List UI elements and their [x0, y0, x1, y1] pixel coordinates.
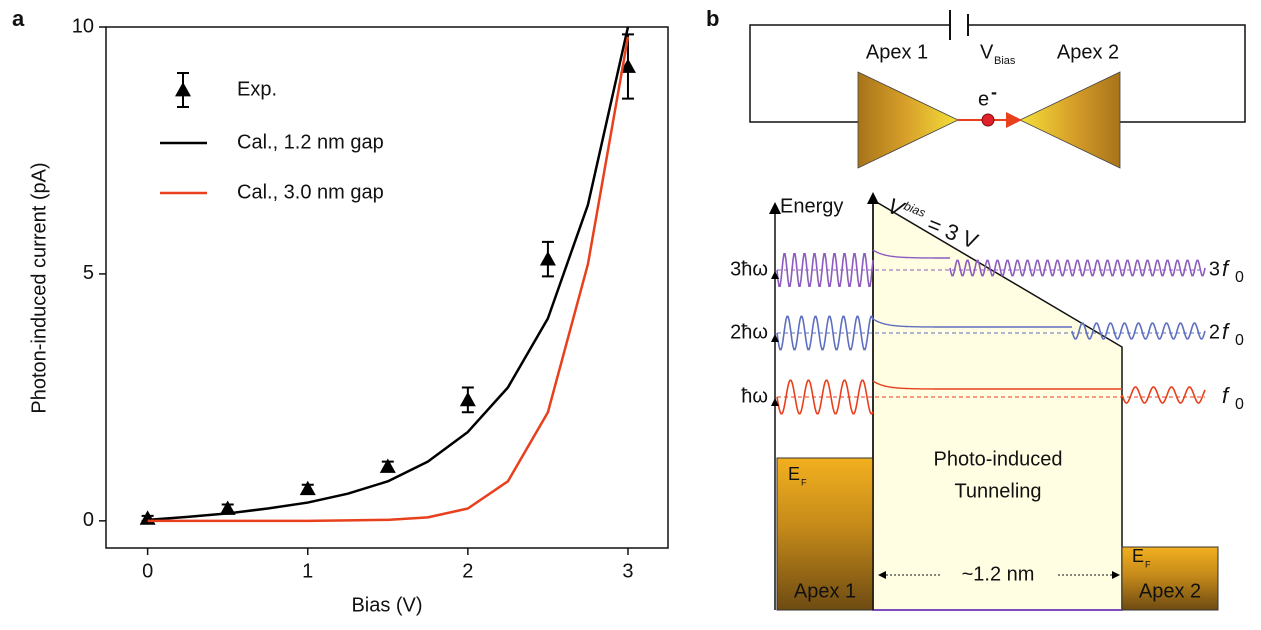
label: Photo-induced	[934, 448, 1063, 470]
level-label: 2ħω	[730, 321, 768, 343]
data-point	[299, 480, 316, 496]
label: E	[788, 464, 800, 484]
label: Energy	[780, 195, 843, 217]
line-series	[147, 26, 630, 522]
apex-tip	[857, 71, 959, 169]
label: V	[980, 41, 994, 63]
legend-label: Cal., 1.2 nm gap	[237, 131, 384, 153]
legend-swatch	[175, 82, 191, 97]
freq-label: 3	[1209, 258, 1220, 280]
x-tick-label: 2	[462, 560, 473, 582]
data-point	[539, 251, 556, 266]
freq-label: f	[1222, 383, 1231, 408]
freq-label: 0	[1235, 332, 1244, 349]
circuit	[749, 10, 1246, 123]
y-tick-label: 5	[83, 262, 94, 284]
wave	[1121, 386, 1206, 404]
y-tick-label: 10	[72, 15, 94, 37]
freq-label: 2	[1209, 321, 1220, 343]
wave	[1071, 322, 1206, 340]
wave	[776, 315, 874, 351]
label: Apex 2	[1139, 580, 1201, 602]
freq-label: 0	[1235, 269, 1244, 286]
wave	[776, 379, 874, 415]
y-tick-label: 0	[83, 509, 94, 531]
x-tick-label: 3	[622, 560, 633, 582]
freq-label: f	[1222, 256, 1231, 281]
label: F	[1145, 559, 1151, 569]
x-tick-label: 0	[142, 560, 153, 582]
x-axis-label: Bias (V)	[351, 594, 422, 616]
data-point	[219, 500, 236, 515]
label: Apex 1	[866, 41, 928, 63]
data-point	[619, 58, 636, 73]
level-label: 3ħω	[730, 258, 768, 280]
apex-right	[1121, 546, 1219, 611]
decay	[872, 249, 950, 259]
panel-label: a	[12, 6, 25, 31]
wave	[949, 259, 1206, 277]
level-label: ħω	[741, 385, 768, 407]
freq-label: 0	[1235, 396, 1244, 413]
decay	[872, 318, 1072, 328]
plot-frame	[105, 26, 669, 549]
label: -	[991, 82, 997, 102]
data-point	[379, 458, 396, 473]
y-axis-label: Photon-induced current (pA)	[28, 162, 50, 413]
legend-label: Exp.	[237, 78, 277, 100]
freq-label: f	[1222, 319, 1231, 344]
line-series	[147, 36, 630, 523]
label: ~1.2 nm	[962, 563, 1035, 585]
label: F	[801, 477, 807, 487]
label: Tunneling	[954, 480, 1041, 502]
decay	[872, 380, 1122, 390]
label: Apex 1	[794, 580, 856, 602]
plot: 0 1 2 3 0 5 10 Exp. Cal., 1.2 nm gap Cal., 3.0 nm…	[72, 15, 669, 582]
data-point	[139, 510, 156, 525]
label: Apex 2	[1057, 41, 1119, 63]
legend-label: Cal., 3.0 nm gap	[237, 181, 384, 203]
label: bias	[902, 199, 928, 220]
panel-label: b	[706, 6, 719, 31]
label: E	[1132, 546, 1144, 566]
apex-tip	[1019, 71, 1121, 169]
apex-left	[776, 457, 874, 611]
electron	[981, 113, 995, 127]
x-tick-label: 1	[302, 560, 313, 582]
barrier	[872, 198, 1123, 611]
label: Bias	[994, 55, 1016, 67]
data-point	[459, 391, 476, 407]
label: e	[978, 88, 989, 110]
